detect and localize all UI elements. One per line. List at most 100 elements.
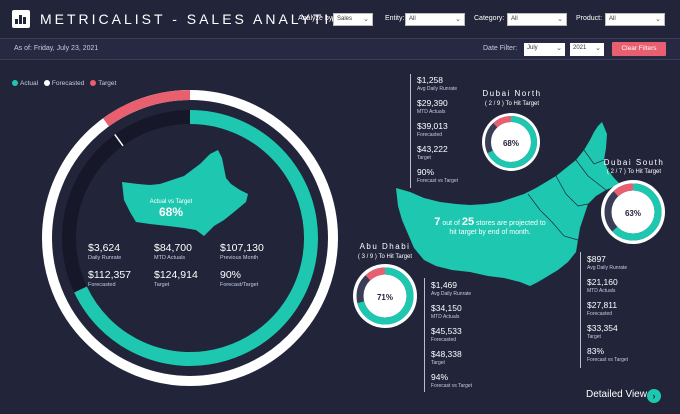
dubai-north-stat: $1,258 Avg Daily Runrate: [417, 75, 457, 92]
stat-label: Forecast vs Target: [587, 357, 629, 363]
uae-map: [396, 122, 620, 286]
stores-total: 25: [461, 216, 475, 228]
analyze-by-label: Analyze by:: [298, 15, 335, 22]
dubai-north-stat: $39,013 Forecasted: [417, 121, 448, 138]
stat-label: MTD Actuals: [154, 255, 186, 261]
donut-target-arc: [493, 116, 512, 128]
target-ring-gap: [103, 90, 191, 127]
stat-value: $1,258: [417, 75, 443, 85]
target-ring-track: [42, 90, 338, 386]
divider-line: [580, 252, 581, 368]
overall-stat: $3,624 Daily Runrate: [88, 242, 121, 261]
category-select[interactable]: All ⌄: [507, 13, 567, 26]
abu-dhabi-stat: $48,338 Target: [431, 349, 462, 366]
stat-label: Forecast vs Target: [431, 383, 473, 389]
actual-ring-arc: [74, 110, 318, 366]
abu-dhabi-donut: 71%: [353, 264, 417, 328]
arrow-right-icon[interactable]: ›: [647, 389, 661, 403]
dubai-south-stat: $21,160 MTD Actuals: [587, 277, 618, 294]
date-filter-label: Date Filter:: [483, 45, 518, 52]
detailed-view-link[interactable]: Detailed View: [586, 389, 647, 400]
overall-map-label: Actual vs Target: [150, 199, 193, 205]
dubai-north-stat: $43,222 Target: [417, 144, 448, 161]
dubai-south-title: Dubai South: [603, 158, 665, 167]
stat-label: Forecast/Target: [220, 282, 259, 288]
stat-value: $1,469: [431, 280, 457, 290]
entity-select[interactable]: All ⌄: [405, 13, 465, 26]
stat-value: $124,914: [154, 269, 198, 281]
stat-label: Avg Daily Runrate: [417, 86, 458, 92]
donut-actual-arc: [612, 183, 662, 241]
target-dot-icon: [90, 80, 97, 86]
legend-label: Forecasted: [51, 80, 85, 87]
sub-bar: As of: Friday, July 23, 2021 Date Filter…: [0, 38, 680, 60]
dubai-north-stat: 90% Forecast vs Target: [417, 167, 458, 184]
stat-value: $3,624: [88, 242, 121, 254]
overall-stat: 90% Forecast/Target: [220, 269, 258, 288]
stat-label: Avg Daily Runrate: [587, 265, 628, 271]
stat-value: $21,160: [587, 277, 618, 287]
chevron-down-icon: ⌄: [655, 16, 661, 23]
as-of-date: As of: Friday, July 23, 2021: [14, 45, 99, 52]
analyze-by-select[interactable]: Sales ⌄: [333, 13, 373, 26]
overall-ring: [42, 90, 338, 386]
app-title: METRICALIST - SALES ANALYTICS: [40, 11, 357, 27]
forecast-marker: [114, 134, 124, 147]
dubai-south-stat: $27,811 Forecasted: [587, 300, 617, 317]
dubai-north-title: Dubai North: [482, 89, 542, 98]
overall-stat: $124,914 Target: [154, 269, 198, 288]
dubai-south-donut: 63%: [601, 180, 665, 244]
abu-dhabi-percent: 71%: [377, 293, 393, 302]
abu-dhabi-stat: $34,150 MTD Actuals: [431, 303, 462, 320]
stat-value: $27,811: [587, 300, 618, 310]
donut-target-arc: [365, 267, 386, 281]
abu-dhabi-stat: $1,469 Avg Daily Runrate: [431, 280, 471, 297]
stat-label: MTD Actuals: [417, 109, 446, 115]
uae-mini-map: [122, 150, 248, 236]
app-logo-icon: [12, 10, 30, 28]
uae-map-emirate-borders: [527, 149, 607, 241]
actual-dot-icon: [12, 80, 18, 86]
divider-line: [424, 278, 425, 392]
product-select[interactable]: All ⌄: [605, 13, 665, 26]
legend-label: Target: [98, 80, 117, 87]
category-label: Category:: [474, 15, 505, 22]
dubai-south-stat: 83% Forecast vs Target: [587, 346, 628, 363]
dubai-north-percent: 68%: [503, 139, 519, 148]
product-label: Product:: [576, 15, 603, 22]
stat-label: Forecasted: [88, 282, 116, 288]
abu-dhabi-subtitle: ( 3 / 9 ) To Hit Target: [357, 254, 413, 260]
stat-value: $84,700: [154, 242, 192, 254]
month-select[interactable]: July ⌄: [524, 43, 565, 56]
entity-label: Entity:: [385, 15, 405, 22]
stat-value: $29,390: [417, 98, 448, 108]
dubai-south-percent: 63%: [625, 209, 641, 218]
stat-value: $107,130: [220, 242, 264, 254]
dubai-south-subtitle: ( 2 / 7 ) To Hit Target: [606, 169, 662, 175]
stat-value: $43,222: [417, 144, 448, 154]
stat-label: Previous Month: [220, 255, 259, 261]
stat-value: $39,013: [417, 121, 448, 131]
forecasted-dot-icon: [43, 80, 50, 86]
stat-label: Target: [587, 334, 601, 340]
year-value: 2021: [573, 45, 587, 51]
stat-label: Daily Runrate: [88, 255, 122, 261]
stat-label: Target: [417, 155, 431, 161]
stores-note-text: stores are projected to hit target by en…: [449, 220, 546, 236]
year-select[interactable]: 2021 ⌄: [570, 43, 604, 56]
chevron-down-icon: ⌄: [455, 16, 461, 23]
stores-on-target-note: 7 out of 25 stores are projected to hit …: [430, 216, 550, 237]
overall-stat: $112,357 Forecasted: [88, 269, 131, 288]
stat-label: Target: [154, 282, 170, 288]
legend-item-forecasted: Forecasted: [43, 80, 85, 87]
divider-line: [410, 74, 411, 188]
stat-label: MTD Actuals: [587, 288, 616, 294]
stat-value: $112,357: [88, 269, 132, 281]
top-bar: METRICALIST - SALES ANALYTICS Analyze by…: [0, 0, 680, 38]
stat-label: Forecasted: [431, 337, 457, 343]
stat-value: 83%: [587, 346, 605, 356]
stat-value: 90%: [220, 269, 242, 281]
clear-filters-button[interactable]: Clear Filters: [612, 42, 666, 56]
abu-dhabi-stat: 94% Forecast vs Target: [431, 372, 472, 389]
dubai-north-subtitle: ( 2 / 9 ) To Hit Target: [484, 101, 540, 107]
